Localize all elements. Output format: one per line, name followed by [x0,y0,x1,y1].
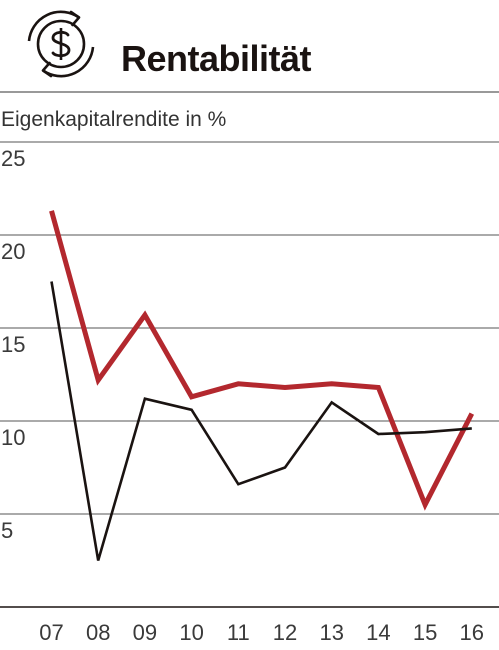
x-tick-label: 09 [133,620,157,645]
y-axis-label: Eigenkapitalrendite in % [1,108,226,131]
y-tick-label: 20 [1,239,25,264]
x-tick-label: 10 [179,620,203,645]
y-tick-label: 15 [1,332,25,357]
y-tick-label: 10 [1,425,25,450]
y-tick-label: 25 [1,146,25,171]
grid-lines [0,141,499,608]
y-tick-labels: 5 10 15 20 25 [1,146,25,543]
series-lines [49,210,475,561]
x-tick-label: 14 [366,620,390,645]
x-tick-label: 11 [227,620,250,645]
x-tick-label: 16 [460,620,484,645]
x-tick-label: 13 [319,620,343,645]
x-tick-label: 08 [86,620,110,645]
x-tick-label: 07 [39,620,63,645]
x-tick-labels: 07 08 09 10 11 12 13 14 15 16 [39,620,484,645]
x-tick-label: 15 [413,620,437,645]
page-title: Rentabilität [121,38,312,79]
y-tick-label: 5 [1,518,13,543]
x-tick-label: 12 [273,620,297,645]
series-line-2 [50,281,472,561]
series-line-1 [49,210,475,511]
dollar-refresh-icon [27,10,95,78]
